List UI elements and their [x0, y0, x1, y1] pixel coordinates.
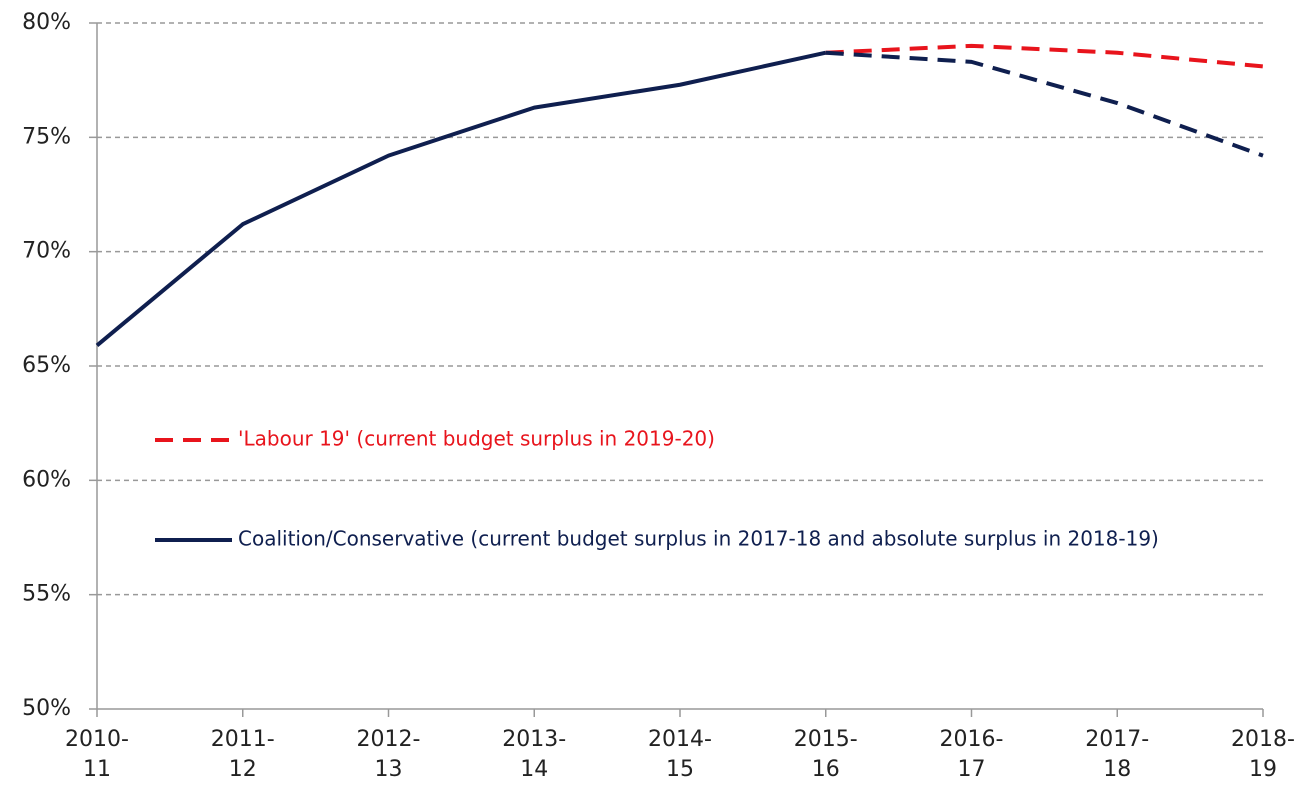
line	[825, 43, 1264, 69]
y-tick-label: 65%	[22, 353, 71, 378]
x-tick-label: 2012-13	[356, 727, 421, 782]
y-tick-label: 75%	[22, 124, 71, 149]
y-tick-label: 55%	[22, 582, 71, 607]
x-tick-label: 2017-18	[1085, 727, 1150, 782]
y-tick-label: 70%	[22, 239, 71, 264]
line-dashed	[825, 50, 1264, 158]
x-tick-label: 2010-11	[65, 727, 129, 782]
x-tick-label: 2018-19	[1231, 727, 1295, 782]
x-tick-label: 2016-17	[939, 727, 1004, 782]
y-tick-label: 50%	[22, 696, 71, 721]
x-tick-label: 2015-16	[793, 727, 858, 782]
legend-label: Coalition/Conservative (current budget s…	[238, 527, 1159, 551]
x-tick-label: 2013-14	[502, 727, 567, 782]
x-tick-label: 2014-15	[648, 727, 712, 782]
y-tick-label: 60%	[22, 467, 71, 492]
x-tick-label: 2011-12	[210, 727, 275, 782]
line	[95, 50, 827, 347]
legend-label: 'Labour 19' (current budget surplus in 2…	[238, 427, 715, 451]
y-tick-label: 80%	[22, 10, 71, 35]
